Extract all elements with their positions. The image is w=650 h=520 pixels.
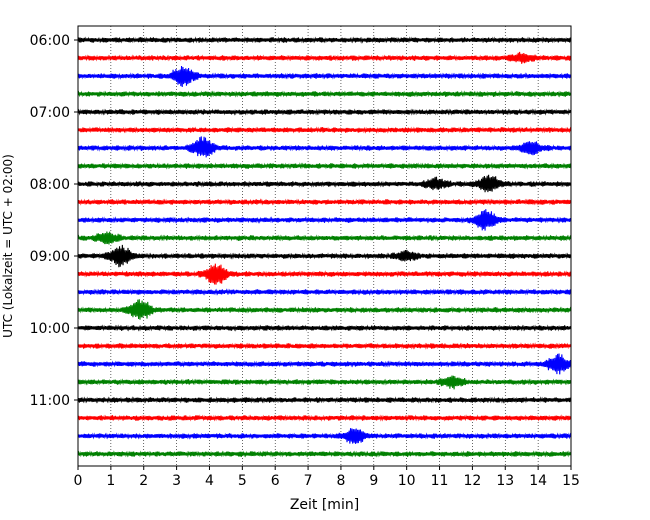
y-tick-label: 10:00 — [30, 321, 70, 337]
trace-0930 — [77, 288, 572, 296]
y-tick-label: 06:00 — [30, 33, 70, 49]
trace-0945 — [77, 299, 572, 320]
trace-0815 — [77, 198, 572, 206]
y-axis-ticks: 06:00 07:00 08:00 09:00 10:00 11:00 — [30, 33, 78, 409]
x-tick-label: 3 — [172, 473, 181, 489]
trace-0745 — [77, 162, 572, 170]
trace-0715 — [77, 126, 572, 134]
x-tick-label: 1 — [106, 473, 115, 489]
x-tick-label: 9 — [369, 473, 378, 489]
trace-0900 — [77, 244, 572, 268]
x-tick-label: 8 — [336, 473, 345, 489]
trace-1015 — [77, 342, 572, 350]
plot-frame — [77, 25, 572, 467]
trace-1145 — [77, 450, 572, 458]
trace-1045 — [77, 375, 572, 390]
y-tick-label: 08:00 — [30, 177, 70, 193]
trace-0830 — [77, 209, 572, 231]
trace-0600 — [77, 36, 572, 44]
trace-1130 — [77, 428, 572, 444]
trace-0915 — [77, 263, 572, 285]
x-axis-label: Zeit [min] — [290, 497, 359, 513]
trace-0630 — [77, 66, 572, 87]
x-tick-label: 15 — [562, 473, 580, 489]
trace-0845 — [77, 231, 572, 245]
trace-1000 — [77, 324, 572, 332]
x-axis-ticks: 0 1 2 3 4 5 6 7 8 9 10 11 12 13 14 15 — [74, 466, 580, 489]
trace-1115 — [77, 414, 572, 422]
y-tick-label: 11:00 — [30, 393, 70, 409]
vertical-grid — [110, 26, 539, 466]
trace-1030 — [77, 353, 572, 375]
x-tick-label: 7 — [304, 473, 313, 489]
x-tick-label: 2 — [139, 473, 148, 489]
y-tick-label: 07:00 — [30, 105, 70, 121]
x-tick-label: 10 — [398, 473, 416, 489]
trace-0800 — [77, 174, 572, 193]
trace-0700 — [77, 108, 572, 116]
x-tick-label: 4 — [205, 473, 214, 489]
x-tick-label: 14 — [529, 473, 547, 489]
trace-0615 — [77, 51, 572, 64]
seismogram-traces — [77, 36, 572, 458]
y-axis-label: UTC (Lokalzeit = UTC + 02:00) — [1, 154, 15, 338]
y-tick-label: 09:00 — [30, 249, 70, 265]
x-tick-label: 13 — [496, 473, 514, 489]
x-tick-label: 5 — [238, 473, 247, 489]
x-tick-label: 6 — [271, 473, 280, 489]
trace-0730 — [77, 136, 572, 158]
x-tick-label: 11 — [431, 473, 449, 489]
trace-0645 — [77, 90, 572, 98]
x-tick-label: 0 — [74, 473, 83, 489]
trace-1100 — [77, 396, 572, 404]
x-tick-label: 12 — [463, 473, 481, 489]
